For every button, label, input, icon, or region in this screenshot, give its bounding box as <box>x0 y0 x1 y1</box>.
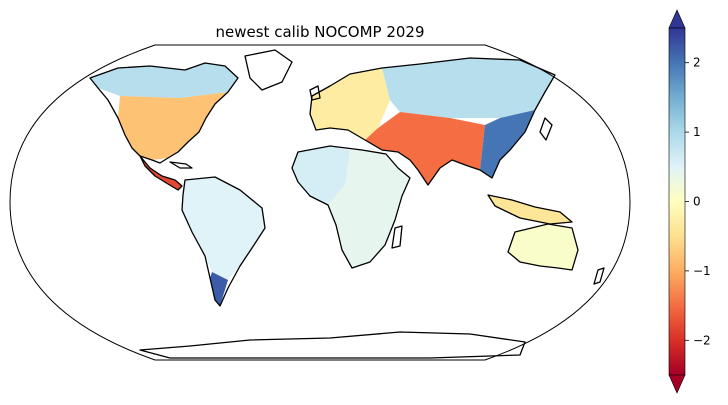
heatmap-region-southeast-asia <box>488 195 572 224</box>
heatmap-cells <box>90 58 578 306</box>
colorbar-tick-label: −2 <box>693 333 711 347</box>
heatmap-region-central-east-africa <box>328 150 410 268</box>
madagascar-coast <box>391 225 403 249</box>
colorbar-extend-min <box>668 374 686 394</box>
colorbar-body <box>668 27 686 376</box>
colorbar-extend-max <box>668 9 686 29</box>
colorbar-tick-label: −1 <box>693 264 711 278</box>
indonesia-coast <box>487 194 573 225</box>
coastlines <box>89 49 605 359</box>
heatmap-region-central-america <box>140 156 182 190</box>
map-title: newest calib NOCOMP 2029 <box>216 23 425 41</box>
colorbar-tick-label: 2 <box>693 56 701 70</box>
britain-coast <box>309 85 321 101</box>
heatmap-region-usa <box>118 92 228 160</box>
australia-coast <box>507 223 579 271</box>
south-america-coast <box>181 176 266 307</box>
greenland-coast <box>244 49 293 91</box>
colorbar-tick-label: 1 <box>693 125 701 139</box>
colorbar-tick-label: 0 <box>693 195 701 209</box>
japan-coast <box>539 117 553 141</box>
africa-coast <box>291 145 411 269</box>
new-zealand-coast <box>593 267 605 285</box>
heatmap-region-east-china <box>480 110 535 178</box>
heatmap-region-south-asia <box>365 112 485 185</box>
heatmap-region-south-america <box>182 177 265 280</box>
north-america-coast <box>89 62 239 164</box>
heatmap-region-australia <box>508 224 578 270</box>
map-boundary <box>9 44 631 361</box>
europe-asia-coast <box>309 57 556 186</box>
colorbar: 2 1 0 −1 −2 <box>668 9 711 394</box>
heatmap-region-russia <box>382 58 555 118</box>
central-america-coast <box>139 155 183 191</box>
heatmap-region-alaska-canada <box>90 63 238 98</box>
antarctica-coast <box>139 331 526 359</box>
cuba-coast <box>169 161 193 169</box>
heatmap-region-west-africa <box>292 146 350 205</box>
